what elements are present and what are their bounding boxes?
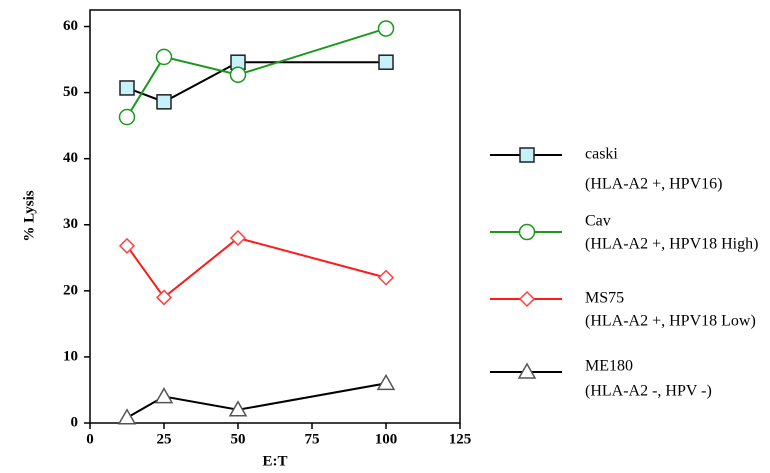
y-tick-label: 40 — [63, 150, 78, 166]
legend-label: ME180 — [585, 358, 633, 375]
marker — [118, 108, 136, 126]
legend-label: caski — [585, 146, 618, 163]
marker — [119, 80, 135, 96]
legend-label: MS75 — [585, 290, 624, 307]
marker — [519, 147, 535, 163]
marker — [376, 373, 396, 391]
legend-label: Cav — [585, 213, 611, 230]
marker — [378, 54, 394, 70]
marker — [229, 229, 247, 247]
series-line — [126, 61, 386, 103]
marker — [117, 408, 137, 425]
x-tick-label: 75 — [305, 431, 320, 447]
marker — [228, 400, 248, 417]
marker — [518, 290, 536, 308]
series-line — [126, 236, 387, 299]
series-line — [126, 382, 387, 419]
x-tick-label: 0 — [86, 431, 94, 447]
y-tick-label: 10 — [63, 348, 78, 364]
marker — [517, 362, 537, 379]
x-axis-label: E:T — [262, 453, 287, 469]
x-tick-label: 25 — [157, 431, 172, 447]
y-tick-label: 30 — [63, 216, 78, 232]
marker — [377, 269, 395, 286]
y-tick-label: 60 — [63, 18, 78, 34]
marker — [518, 223, 536, 241]
x-tick-label: 125 — [449, 431, 472, 447]
y-tick-label: 50 — [63, 84, 78, 100]
y-axis-label: % Lysis — [21, 190, 37, 241]
marker — [229, 66, 247, 84]
y-tick-label: 0 — [71, 414, 79, 430]
legend-description: (HLA-A2 -, HPV -) — [585, 383, 712, 400]
marker — [155, 289, 173, 306]
series-line — [126, 27, 387, 118]
marker — [156, 94, 172, 110]
x-tick-label: 100 — [375, 431, 398, 447]
y-tick-label: 20 — [63, 282, 78, 298]
marker — [377, 20, 395, 37]
legend-description: (HLA-A2 +, HPV18 Low) — [585, 313, 756, 330]
legend-description: (HLA-A2 +, HPV16) — [585, 176, 722, 193]
plot-frame — [89, 9, 461, 424]
marker — [154, 387, 174, 404]
marker — [118, 237, 136, 254]
legend-description: (HLA-A2 +, HPV18 High) — [585, 236, 758, 253]
marker — [155, 48, 173, 66]
x-tick-label: 50 — [231, 431, 246, 447]
